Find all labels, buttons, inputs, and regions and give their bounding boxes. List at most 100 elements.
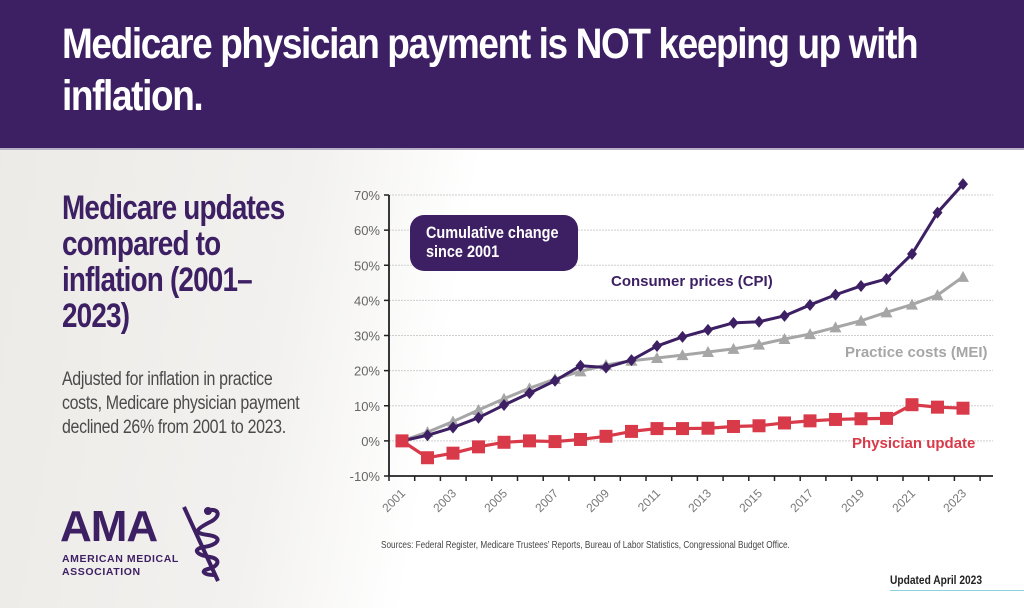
data-point-diamond <box>856 279 866 292</box>
data-point-triangle <box>447 415 459 427</box>
data-point-square <box>905 398 919 412</box>
x-tick-label: 2023 <box>940 486 969 515</box>
chart-title: Medicare updates compared to inflation (… <box>62 189 285 335</box>
data-point-triangle <box>778 333 791 345</box>
data-point-diamond <box>473 411 484 424</box>
data-point-triangle <box>727 342 740 354</box>
x-tick-label: 2017 <box>787 486 816 515</box>
logo-line-1: AMERICAN MEDICAL <box>62 553 179 565</box>
chart-description: Adjusted for inflation in practice costs… <box>62 369 300 438</box>
data-point-triangle <box>906 298 918 310</box>
data-point-square <box>829 412 842 426</box>
data-point-diamond <box>524 387 535 400</box>
data-point-triangle <box>931 289 944 301</box>
data-point-square <box>523 434 536 448</box>
data-point-triangle <box>498 392 510 404</box>
data-point-square <box>880 411 893 425</box>
y-tick-label: 60% <box>354 223 380 238</box>
series-label-mei: Practice costs (MEI) <box>845 344 988 361</box>
series-label-cpi: Consumer prices (CPI) <box>611 273 773 290</box>
y-tick-label: 10% <box>354 399 380 414</box>
y-tick-label: 30% <box>354 329 380 344</box>
updated-date: Updated April 2023 <box>890 573 983 587</box>
data-point-triangle <box>676 349 689 361</box>
x-tick-label: 2011 <box>635 486 663 514</box>
x-tick-label: 2019 <box>838 486 867 515</box>
y-axis-ticks: -10% 0% 10% 20% 30% 40% 50% 60% 70% <box>350 188 389 484</box>
banner-divider <box>0 148 1024 150</box>
data-point-diamond <box>958 178 968 191</box>
x-tick-label: 2015 <box>736 486 765 515</box>
data-point-square <box>395 434 409 448</box>
data-point-triangle <box>880 306 893 318</box>
data-point-square <box>701 421 715 435</box>
x-tick-label: 2003 <box>430 486 459 515</box>
data-point-diamond <box>805 298 815 311</box>
data-point-diamond <box>448 421 458 434</box>
data-point-square <box>727 419 740 433</box>
data-point-diamond <box>601 361 611 374</box>
data-point-square <box>497 435 511 449</box>
data-point-square <box>574 432 587 446</box>
data-point-diamond <box>754 315 764 328</box>
y-tick-label: 50% <box>354 258 380 273</box>
header-banner: Medicare physician payment is NOT keepin… <box>0 0 1024 148</box>
page-title: Medicare physician payment is NOT keepin… <box>62 20 919 120</box>
callout-text: Cumulative change since 2001 <box>426 223 559 261</box>
data-point-square <box>676 422 689 436</box>
data-point-square <box>599 429 613 443</box>
callout-box: Cumulative change since 2001 <box>410 215 578 271</box>
x-tick-label: 2001 <box>379 486 408 515</box>
series-consumer-prices-cpi <box>397 178 968 447</box>
data-point-diamond <box>728 316 739 329</box>
data-point-square <box>956 401 970 415</box>
data-point-triangle <box>804 328 816 340</box>
data-point-triangle <box>651 351 663 363</box>
data-point-diamond <box>932 206 943 219</box>
logo-org-name: AMERICAN MEDICAL ASSOCIATION <box>62 553 179 579</box>
data-point-diamond <box>422 429 433 442</box>
x-tick-label: 2007 <box>532 486 561 515</box>
x-tick-label: 2009 <box>583 486 612 515</box>
data-point-diamond <box>575 359 586 372</box>
data-point-square <box>650 422 664 436</box>
data-point-triangle <box>753 338 765 350</box>
updated-underline <box>890 590 1024 591</box>
data-point-square <box>472 440 485 454</box>
data-point-diamond <box>550 374 560 387</box>
series-label-physician: Physician update <box>852 435 976 452</box>
data-point-square <box>752 419 766 433</box>
data-point-square <box>548 435 562 449</box>
data-point-diamond <box>830 288 841 301</box>
data-point-triangle <box>702 346 714 358</box>
data-point-triangle <box>829 321 842 333</box>
data-point-triangle <box>957 270 969 282</box>
x-tick-label: 2005 <box>481 486 510 515</box>
logo-line-2: ASSOCIATION <box>62 566 141 578</box>
sources-note: Sources: Federal Register, Medicare Trus… <box>381 540 790 551</box>
logo-abbr: AMA <box>60 502 158 551</box>
data-point-triangle <box>472 403 485 415</box>
data-point-diamond <box>626 354 637 367</box>
series-group <box>395 178 970 465</box>
x-tick-label: 2021 <box>889 486 918 515</box>
data-point-triangle <box>855 314 867 326</box>
data-point-square <box>625 424 638 438</box>
series-physician-update <box>395 398 970 465</box>
y-tick-label: 0% <box>361 434 380 449</box>
ama-logo: AMA AMERICAN MEDICAL ASSOCIATION <box>60 505 230 585</box>
data-point-square <box>446 446 460 460</box>
data-point-diamond <box>499 399 509 412</box>
data-point-diamond <box>881 272 892 285</box>
line-chart: -10% 0% 10% 20% 30% 40% 50% 60% 70% 2001 2003 2005… <box>350 178 993 515</box>
x-tick-label: 2013 <box>685 486 714 515</box>
data-point-square <box>931 400 944 414</box>
data-point-square <box>803 414 817 428</box>
y-tick-label: -10% <box>350 469 381 484</box>
data-point-square <box>854 412 868 426</box>
data-point-diamond <box>907 248 917 261</box>
x-axis-ticks: 2001 2003 2005 2007 2009 2011 2013 2015 2017 2019… <box>379 476 981 515</box>
staff-of-asclepius-icon <box>182 506 220 582</box>
data-point-diamond <box>677 330 688 343</box>
y-tick-label: 70% <box>354 188 380 203</box>
